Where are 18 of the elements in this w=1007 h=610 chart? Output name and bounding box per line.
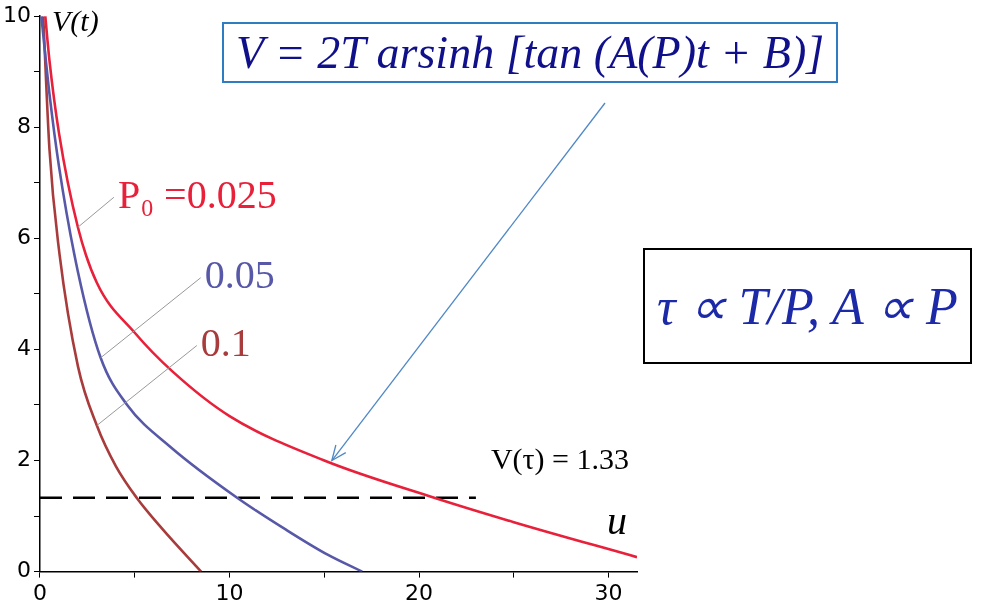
- annotation: V = 2T arsinh [tan (A(P)t + B)]: [222, 22, 839, 83]
- text: 0.1: [200, 320, 251, 366]
- text: τ ∝ T/P, A ∝ P: [643, 248, 972, 364]
- series-label: P₀ =0.025: [117, 171, 277, 217]
- y-tick-label: 6: [16, 224, 31, 250]
- annotation: V(τ) = 1.33: [490, 441, 629, 476]
- y-tick-label: 4: [16, 335, 31, 361]
- y-tick-label: 0: [16, 557, 31, 583]
- x-tick-label: 20: [405, 579, 434, 605]
- x-tick-label: 30: [594, 579, 623, 605]
- y-tick-label: 8: [16, 113, 31, 138]
- text: 0.05: [204, 252, 275, 298]
- x-axis-title: u: [607, 498, 627, 544]
- y-tick-label: 10: [2, 1, 31, 27]
- y-axis-title: V(t): [51, 4, 99, 39]
- y-tick-label: 2: [16, 446, 31, 472]
- x-tick-label: 0: [32, 579, 47, 605]
- x-tick-label: 10: [215, 579, 244, 605]
